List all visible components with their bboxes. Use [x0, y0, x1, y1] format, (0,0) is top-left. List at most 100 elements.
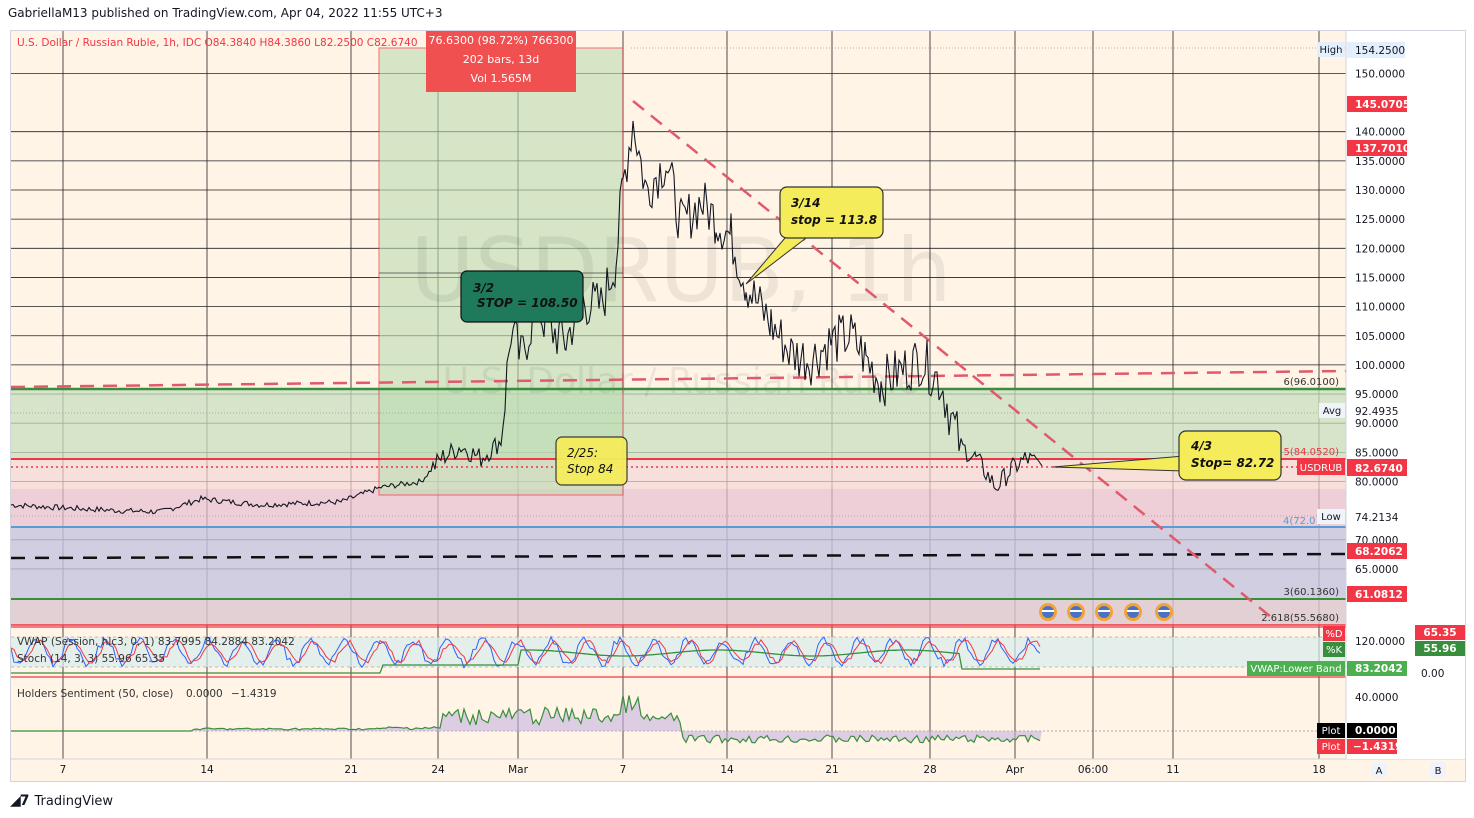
sentiment-fill — [11, 695, 1042, 743]
time-tick-label: 24 — [431, 764, 445, 776]
event-icons[interactable] — [1039, 603, 1173, 621]
vwap-lower-value: 83.2042 — [1355, 663, 1403, 675]
callout-0225-line1: 2/25: — [567, 446, 598, 460]
avg-value: 92.4935 — [1355, 406, 1398, 418]
plot-value-1-box — [1347, 723, 1397, 738]
vwap-lower-band-line — [11, 649, 1040, 674]
plot-label-1: Plot — [1322, 726, 1341, 737]
time-tick-label: 21 — [344, 764, 357, 776]
low-value: 74.2134 — [1355, 512, 1399, 524]
auto-scale-label: A — [1376, 766, 1383, 777]
time-tick-label: 18 — [1312, 764, 1325, 776]
plot-tag-1 — [1317, 723, 1345, 738]
auto-scale-button[interactable] — [1371, 762, 1387, 778]
price-tag-61 — [1347, 586, 1407, 602]
stoch-d-value-box — [1415, 625, 1465, 640]
plot-value-1: 0.0000 — [1355, 725, 1396, 737]
black-dashed-level[interactable] — [11, 552, 1347, 560]
chart-canvas[interactable]: 76.6300 (98.72%) 766300 202 bars, 13d Vo… — [11, 31, 1465, 781]
stoch-d-value: 65.35 — [1423, 627, 1456, 639]
time-tick-label: Mar — [508, 764, 528, 776]
price-tag-68-text: 68.2062 — [1355, 546, 1403, 558]
fib-3-label: 3(60.1360) — [1283, 587, 1339, 598]
price-tick-label: 150.0000 — [1355, 68, 1405, 80]
symbol-legend[interactable]: U.S. Dollar / Russian Ruble, 1h, IDC O84… — [17, 37, 418, 49]
plot-label-2: Plot — [1322, 742, 1341, 753]
price-axis-ticks: 150.0000 140.0000 135.0000 130.0000 125.0000… — [1355, 68, 1405, 576]
log-scale-button[interactable] — [1430, 762, 1446, 778]
stoch-k-value: 55.96 — [1423, 643, 1456, 655]
measure-line-3: Vol 1.565M — [471, 72, 532, 85]
stoch-k-value-box — [1415, 641, 1465, 656]
time-tick-label: 7 — [620, 764, 627, 776]
stoch-k-label: %K — [1326, 645, 1343, 656]
price-tick-label: 80.0000 — [1355, 477, 1398, 489]
callout-0225-line2: Stop 84 — [567, 462, 613, 476]
sentiment-legend[interactable]: Holders Sentiment (50, close) — [17, 688, 173, 700]
price-tick-label: 105.0000 — [1355, 331, 1405, 343]
stoch-k-tag — [1323, 642, 1345, 657]
last-price: 82.6740 — [1355, 463, 1403, 475]
measure-line-1: 76.6300 (98.72%) 766300 — [429, 34, 574, 47]
time-tick-label: 14 — [720, 764, 734, 776]
price-tag-137-text: 137.7010 — [1355, 143, 1410, 155]
stoch-tick-120: 120.0000 — [1355, 636, 1405, 648]
chart-frame[interactable]: 76.6300 (98.72%) 766300 202 bars, 13d Vo… — [10, 30, 1466, 782]
callout-0302[interactable] — [460, 270, 584, 323]
callout-0225[interactable] — [555, 436, 628, 486]
fib-4-label: 4(72.0 — [1283, 516, 1316, 527]
tradingview-footer[interactable]: ◢7 TradingView — [10, 793, 113, 809]
high-value-box — [1347, 42, 1405, 58]
callout-0403-line1: 4/3 — [1190, 439, 1212, 453]
symbol-tag-box — [1297, 460, 1345, 475]
time-tick-label: 14 — [200, 764, 214, 776]
callout-0403[interactable] — [1178, 430, 1282, 481]
vwap-legend[interactable]: VWAP (Session, hlc3, 0, 1) 83.7995 84.28… — [17, 636, 295, 648]
fib-2618-label: 2.618(55.5680) — [1261, 613, 1339, 624]
time-tick-label: 06:00 — [1078, 764, 1108, 776]
fib-mauve-zone — [11, 489, 1346, 527]
price-tick-label: 95.0000 — [1355, 389, 1398, 401]
price-tick-label: 140.0000 — [1355, 127, 1405, 139]
fib-bottom-zone — [11, 599, 1346, 625]
time-tick-label: Apr — [1006, 764, 1025, 776]
price-tick-label: 135.0000 — [1355, 156, 1405, 168]
callout-0314[interactable] — [779, 186, 884, 239]
vwap-lower-value-box — [1347, 661, 1407, 676]
symbol-tag: USDRUB — [1300, 463, 1343, 474]
price-tag-145-text: 145.0705 — [1355, 99, 1410, 111]
measure-info-box — [426, 31, 576, 92]
time-axis: 7 14 21 24 Mar 7 14 21 28 Apr 06:00 11 18 — [60, 764, 1326, 776]
callout-0403-line2: Stop= 82.72 — [1191, 456, 1274, 470]
fib-5-label: 5(84.0520) — [1283, 447, 1339, 458]
high-label: High — [1320, 45, 1343, 56]
callout-0302-line1: 3/2 — [473, 281, 494, 295]
sentiment-tick-40: 40.0000 — [1355, 692, 1398, 704]
watermark-description: U.S. Dollar / Russian Ruble — [443, 361, 919, 402]
price-tag-68 — [1347, 543, 1407, 559]
plot-value-2: −1.4319 — [1353, 741, 1402, 753]
price-tag-145 — [1347, 96, 1407, 112]
price-tick-label: 120.0000 — [1355, 243, 1405, 255]
stoch-d-tag — [1323, 626, 1345, 641]
log-scale-label: B — [1435, 766, 1442, 777]
plot-value-2-box — [1347, 739, 1397, 754]
callout-0314-line1: 3/14 — [791, 196, 820, 210]
stoch-legend[interactable]: Stoch (14, 3, 3) 55.96 65.35 — [17, 653, 165, 665]
red-dashed-level[interactable] — [11, 369, 1347, 389]
price-tag-61-text: 61.0812 — [1355, 589, 1403, 601]
sentiment-legend-value-2: −1.4319 — [231, 688, 277, 700]
price-tick-label: 85.0000 — [1355, 447, 1398, 459]
stoch-tick-0: 0.00 — [1421, 668, 1444, 680]
callout-0314-line2: stop = 113.8 — [791, 213, 877, 227]
time-tick-label: 11 — [1166, 764, 1179, 776]
price-tick-label: 100.0000 — [1355, 360, 1405, 372]
price-tick-label: 110.0000 — [1355, 302, 1405, 314]
avg-label-box — [1319, 403, 1345, 418]
last-price-box — [1347, 459, 1407, 476]
vwap-lower-tag — [1247, 661, 1345, 676]
high-value: 154.2500 — [1355, 45, 1405, 57]
tradingview-logo-icon: ◢7 — [10, 793, 29, 809]
publish-header: GabriellaM13 published on TradingView.co… — [8, 6, 443, 20]
time-tick-label: 28 — [923, 764, 936, 776]
